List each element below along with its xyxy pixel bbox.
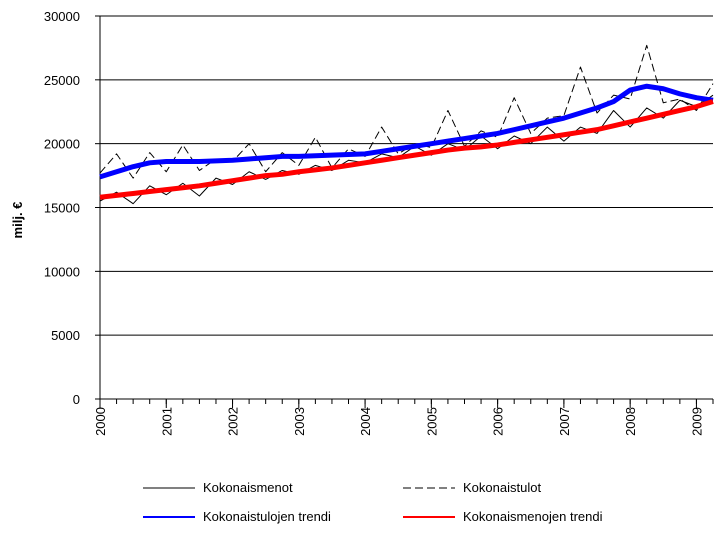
y-tick-label: 0	[73, 392, 80, 407]
x-tick-label: 2009	[689, 407, 704, 436]
series-line	[99, 83, 714, 180]
series-line	[99, 94, 714, 205]
legend-label: Kokonaistulojen trendi	[203, 509, 331, 524]
y-tick-label: 30000	[44, 9, 80, 24]
x-tick-label: 2006	[491, 407, 506, 436]
x-tick-label: 2001	[159, 407, 174, 436]
y-tick-label: 5000	[51, 328, 80, 343]
legend-label: Kokonaismenojen trendi	[463, 509, 603, 524]
legend-label: Kokonaismenot	[203, 480, 293, 495]
legend-label: Kokonaistulot	[463, 480, 541, 495]
y-tick-label: 20000	[44, 137, 80, 152]
y-tick-label: 25000	[44, 73, 80, 88]
y-tick-label: 10000	[44, 264, 80, 279]
series-line	[99, 99, 714, 200]
x-tick-label: 2000	[93, 407, 108, 436]
x-tick-label: 2002	[226, 407, 241, 436]
y-tick-label: 15000	[44, 201, 80, 216]
x-tick-label: 2003	[292, 407, 307, 436]
x-tick-label: 2007	[557, 407, 572, 436]
y-axis-label: milj. €	[10, 202, 25, 239]
x-tick-label: 2004	[358, 407, 373, 436]
x-tick-label: 2005	[424, 407, 439, 436]
x-tick-label: 2008	[623, 407, 638, 436]
